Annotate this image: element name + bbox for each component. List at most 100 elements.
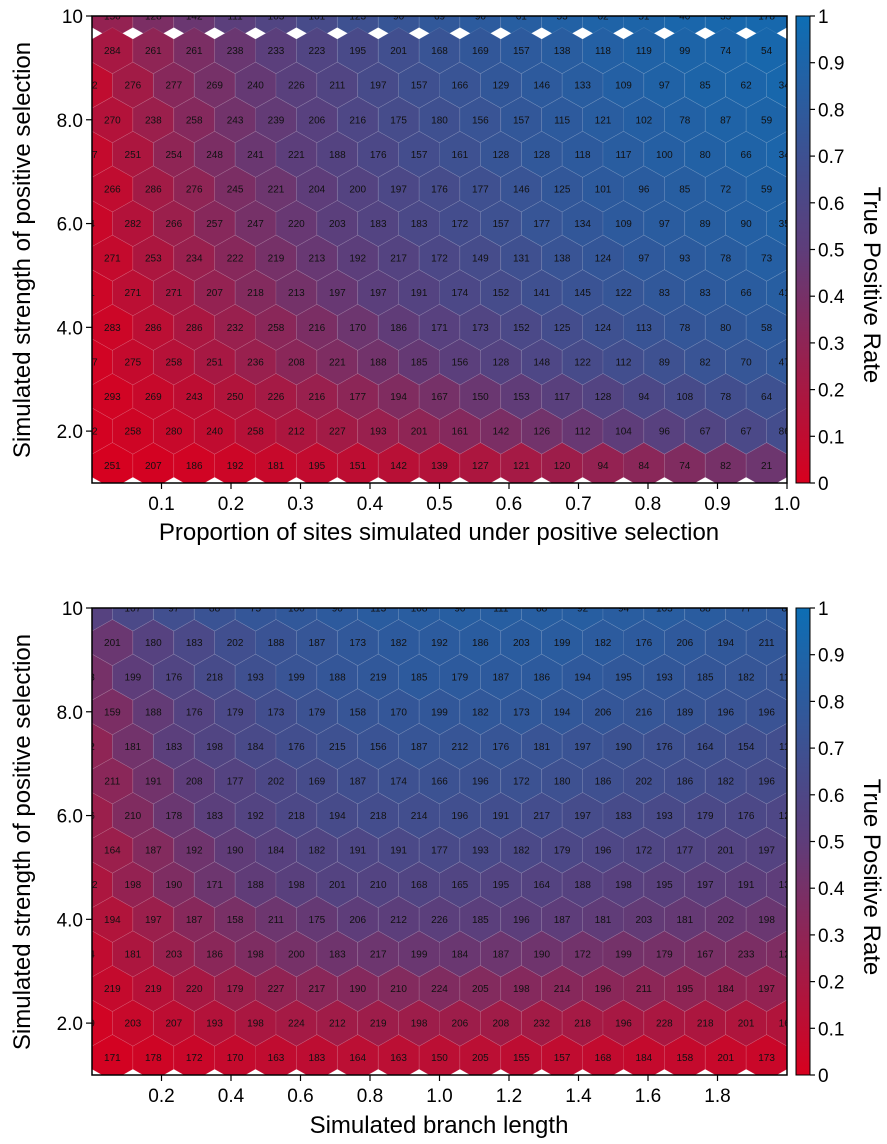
hex-count-label: 258 <box>125 427 142 438</box>
hex-count-label: 78 <box>679 323 691 334</box>
hex-count-label: 218 <box>370 811 387 822</box>
hex-count-label: 222 <box>227 254 244 265</box>
hex-count-label: 177 <box>676 846 693 857</box>
hex-count-label: 216 <box>309 323 326 334</box>
colorbar-tick-label: 0.6 <box>818 786 844 807</box>
hex-count-label: 139 <box>431 461 448 472</box>
y-tick-label: 4.0 <box>57 910 83 931</box>
hex-count-label: 214 <box>411 811 428 822</box>
hex-count-label: 177 <box>533 219 550 230</box>
hex-count-label: 219 <box>268 254 285 265</box>
hex-count-label: 82 <box>86 880 98 891</box>
hex-count-label: 193 <box>656 811 673 822</box>
hex-count-label: 186 <box>206 949 223 960</box>
colorbar-tick-label: 0.1 <box>818 1019 844 1040</box>
hex-count-label: 187 <box>492 673 509 684</box>
hex-count-label: 203 <box>636 915 653 926</box>
hex-count-label: 125 <box>554 185 571 196</box>
hex-count-label: 275 <box>125 357 142 368</box>
colorbar-tick-label: 0.7 <box>818 147 844 168</box>
hex-count-label: 203 <box>165 949 182 960</box>
hex-count-label: 182 <box>472 707 489 718</box>
hex-count-label: 183 <box>186 638 203 649</box>
hex-count-label: 199 <box>288 673 305 684</box>
hex-count-label: 201 <box>390 46 407 57</box>
hex-count-label: 198 <box>247 949 264 960</box>
hex-count-label: 283 <box>104 323 121 334</box>
hex-count-label: 142 <box>492 427 509 438</box>
hex-count-label: 152 <box>492 288 509 299</box>
hex-count-label: 78 <box>720 392 732 403</box>
colorbar-ticks: 0 0.1 0.2 0.3 0.4 0.5 0.6 0.7 0.8 0.9 1 <box>810 7 845 495</box>
hex-count-label: 270 <box>104 115 121 126</box>
hex-count-label: 227 <box>268 984 285 995</box>
colorbar-tick-label: 1 <box>818 7 829 28</box>
hex-count-label: 157 <box>513 46 530 57</box>
hex-count-label: 226 <box>288 81 305 92</box>
hex-count-label: 66 <box>741 150 753 161</box>
hex-count-label: 96 <box>638 185 650 196</box>
hex-count-label: 269 <box>206 81 223 92</box>
hex-count-label: 224 <box>431 984 448 995</box>
hex-count-label: 251 <box>104 461 121 472</box>
chart-proportion-of-sites: 150 128 142 111 103 101 123 90 69 90 61 53 62 51 40 33 1… <box>9 7 885 546</box>
hex-count-label: 3 <box>89 673 95 684</box>
hex-count-label: 186 <box>186 461 203 472</box>
hex-count-label: 177 <box>472 185 489 196</box>
hex-count-label: 198 <box>615 880 632 891</box>
hex-count-label: 83 <box>700 288 712 299</box>
hex-count-label: 174 <box>452 288 469 299</box>
hex-count-label: 186 <box>390 323 407 334</box>
hex-count-label: 177 <box>431 846 448 857</box>
hex-count-label: 166 <box>779 1019 796 1030</box>
hex-count-label: 84 <box>638 461 650 472</box>
hex-count-label: 194 <box>104 915 121 926</box>
hex-count-label: 198 <box>125 880 142 891</box>
hex-count-label: 206 <box>309 115 326 126</box>
hex-count-label: 217 <box>370 949 387 960</box>
hex-count-label: 122 <box>574 357 591 368</box>
y-tick-label: 6.0 <box>57 215 83 236</box>
hex-count-label: 120 <box>554 461 571 472</box>
hex-count-label: 184 <box>452 949 469 960</box>
x-axis-ticks: 0.1 0.2 0.3 0.4 0.5 0.6 0.7 0.8 0.9 1.0 <box>148 483 800 515</box>
hex-count-label: 121 <box>779 811 796 822</box>
hex-count-label: 198 <box>513 984 530 995</box>
hex-count-label: 206 <box>676 638 693 649</box>
hex-count-label: 154 <box>738 742 755 753</box>
y-tick-label: 10 <box>62 599 83 620</box>
hex-count-label: 170 <box>227 1053 244 1064</box>
hex-count-label: 190 <box>533 949 550 960</box>
hex-count-label: 215 <box>329 742 346 753</box>
hex-count-label: 207 <box>145 461 162 472</box>
hex-count-label: 358 <box>779 219 796 230</box>
hex-count-label: 87 <box>720 115 732 126</box>
hex-count-label: 176 <box>370 150 387 161</box>
hex-count-label: 57 <box>86 357 98 368</box>
hex-count-label: 218 <box>288 811 305 822</box>
x-tick-label: 1.2 <box>496 1086 522 1107</box>
hex-count-label: 226 <box>431 915 448 926</box>
hex-count-label: 179 <box>697 811 714 822</box>
hex-count-label: 83 <box>781 604 793 615</box>
hex-count-label: 150 <box>431 1053 448 1064</box>
hex-count-label: 201 <box>329 880 346 891</box>
hex-count-label: 188 <box>574 880 591 891</box>
hex-count-label: 247 <box>247 219 264 230</box>
hex-count-label: 181 <box>125 949 142 960</box>
hex-count-label: 54 <box>761 46 773 57</box>
hex-count-label: 191 <box>390 846 407 857</box>
hex-count-label: 185 <box>697 673 714 684</box>
hex-count-label: 176 <box>431 185 448 196</box>
hex-count-label: 172 <box>186 1053 203 1064</box>
hex-count-label: 52 <box>86 427 98 438</box>
hex-count-label: 90 <box>454 604 466 615</box>
hex-count-label: 58 <box>761 323 773 334</box>
hex-count-label: 258 <box>186 115 203 126</box>
hex-cell <box>766 861 787 909</box>
hex-count-label: 223 <box>309 46 326 57</box>
hex-count-label: 128 <box>595 392 612 403</box>
hex-count-label: 161 <box>452 150 469 161</box>
hex-count-label: 187 <box>145 846 162 857</box>
hex-count-label: 183 <box>411 219 428 230</box>
